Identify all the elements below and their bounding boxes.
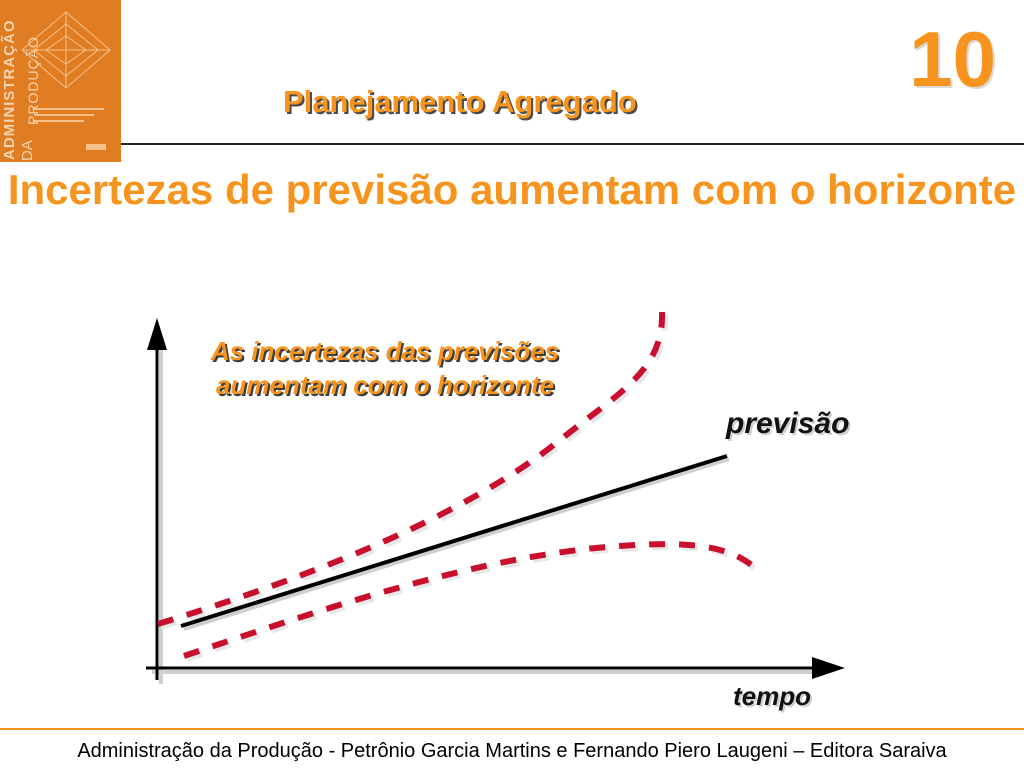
book-cover-logo: ADMINISTRAÇÃO DA PRODUÇÃO xyxy=(0,0,121,162)
forecast-line xyxy=(180,454,728,628)
time-axis-label: tempo xyxy=(733,681,811,711)
header-divider xyxy=(121,143,1024,145)
chapter-number: 10 xyxy=(909,15,996,103)
uncertainty-annotation: As incertezas das previsões aumentam com… xyxy=(210,336,560,400)
slide-title: Incertezas de previsão aumentam com o ho… xyxy=(7,166,1017,213)
x-axis-arrowhead xyxy=(812,657,845,679)
forecast-label: previsão xyxy=(726,407,850,440)
footer-divider xyxy=(0,728,1024,730)
cover-diamond-graphic xyxy=(21,11,111,150)
lower-uncertainty-curve xyxy=(183,541,766,662)
upper-uncertainty-curve xyxy=(157,311,669,630)
y-axis-arrowhead xyxy=(147,318,167,350)
section-title: Planejamento Agregado xyxy=(283,84,637,119)
footer-credits: Administração da Produção - Petrônio Gar… xyxy=(77,740,947,762)
